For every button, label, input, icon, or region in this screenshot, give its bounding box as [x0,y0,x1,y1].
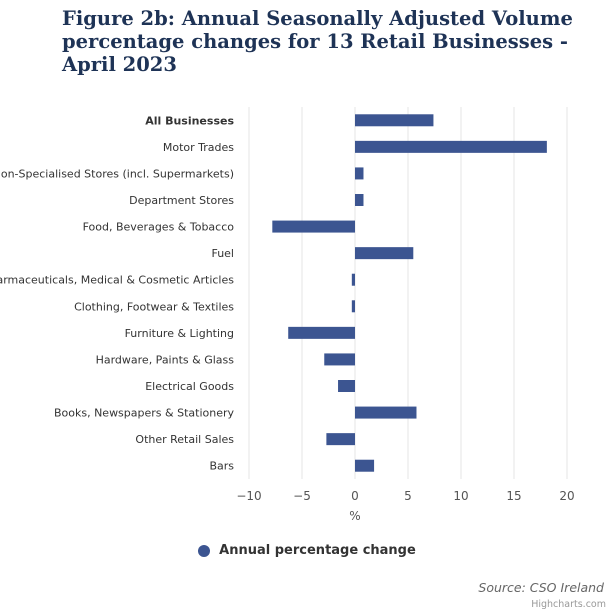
x-axis-tick-labels: −10 −5 0 5 10 15 20 [236,489,574,503]
bar[interactable] [326,433,355,446]
bar[interactable] [355,114,434,127]
category-label: Books, Newspapers & Stationery [54,407,235,420]
category-label: Fuel [211,247,234,260]
x-tick-label: −5 [293,489,311,503]
bar[interactable] [355,140,547,153]
bar[interactable] [351,300,355,313]
category-label: Electrical Goods [145,380,234,393]
chart-title: Figure 2b: Annual Seasonally Adjusted Vo… [62,7,573,76]
category-labels: All Businesses Motor Trades Non-Specialise… [0,114,234,472]
legend: Annual percentage change [0,543,614,561]
bar-layer [272,114,547,472]
x-tick-label: 10 [453,489,468,503]
legend-item[interactable]: Annual percentage change [198,543,416,558]
bar[interactable] [288,326,355,339]
bar[interactable] [355,194,364,206]
bar[interactable] [272,220,355,233]
bar[interactable] [324,353,355,366]
bar[interactable] [338,380,355,392]
bar[interactable] [355,406,417,419]
bar[interactable] [355,167,364,180]
category-label: Bars [209,460,234,473]
category-label: Clothing, Footwear & Textiles [74,300,234,313]
x-axis-title: % [349,509,360,523]
bar[interactable] [355,459,375,472]
category-label: Other Retail Sales [135,433,234,446]
bar[interactable] [351,273,355,286]
category-label: Furniture & Lighting [125,327,234,340]
source-note: Source: CSO Ireland [478,580,604,595]
grid-layer [248,107,568,479]
x-tick-label: −10 [236,489,261,503]
x-tick-label: 15 [506,489,521,503]
category-label: Department Stores [129,194,234,207]
legend-marker-icon [198,544,211,557]
x-tick-label: 5 [404,489,412,503]
category-label: Non-Specialised Stores (incl. Supermarke… [0,167,234,180]
category-label: Motor Trades [163,141,234,154]
x-tick-label: 20 [559,489,574,503]
category-label: Hardware, Paints & Glass [96,353,235,366]
category-label: Food, Beverages & Tobacco [83,221,235,234]
category-label: All Businesses [145,114,234,127]
highcharts-credit[interactable]: Highcharts.com [531,599,606,610]
category-label: Pharmaceuticals, Medical & Cosmetic Arti… [0,274,234,287]
bar[interactable] [355,247,414,260]
x-tick-label: 0 [351,489,359,503]
legend-label: Annual percentage change [219,543,416,558]
